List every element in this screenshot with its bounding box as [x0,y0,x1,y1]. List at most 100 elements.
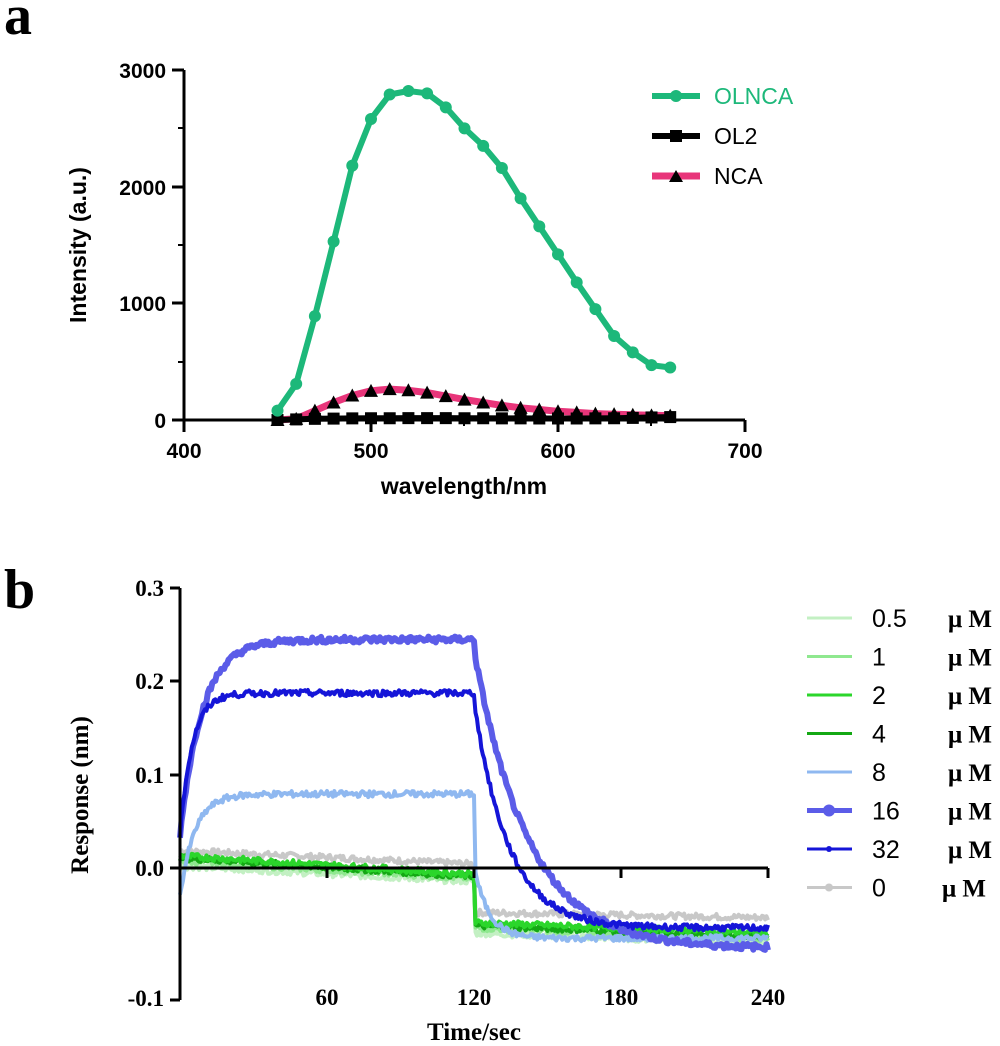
circle-marker-icon [825,883,833,892]
circle-marker-icon [670,90,682,102]
a-data-point [664,411,677,424]
b-legend: 0.5 μ M 1 μ M 2 μ M 4 μ M 8 μ M 16 μ M 32 μ M 0 μ M [807,605,992,903]
a-data-point [608,412,621,425]
a-y-ticks: 3000 2000 1000 0 [119,60,184,433]
a-data-point [532,402,547,416]
a-data-point [290,377,303,390]
b-legend-item-4: 4 μ M [807,721,992,749]
a-data-point [365,412,377,425]
a-data-point [439,101,452,114]
a-data-point [552,412,564,425]
a-y-tick-label: 0 [154,410,166,433]
a-data-point [271,414,284,426]
a-data-point [402,85,415,97]
a-legend-label: OL2 [714,123,757,149]
a-data-point [513,400,528,414]
b-series-16 [177,633,771,953]
a-data-point [308,412,321,425]
a-data-point [457,392,472,406]
b-legend-unit: μ M [948,722,992,749]
b-y-tick-label: 0.0 [135,856,164,881]
a-data-point [645,411,658,424]
b-x-axis-label: Time/sec [427,1019,521,1046]
a-series-ol2 [271,411,677,426]
b-legend-unit: μ M [948,683,992,710]
b-legend-item-16: 16 μ M [807,798,992,826]
triangle-marker-icon [669,170,683,182]
a-data-point [533,220,546,233]
b-legend-unit: μ M [942,876,986,903]
b-legend-item-32: 32 μ M [807,836,992,864]
a-data-point [458,412,471,425]
panel-a-letter: a [4,0,32,47]
a-data-point [383,88,396,101]
a-data-point [438,389,453,403]
b-legend-item-1: 1 μ M [807,644,992,672]
b-y-tick-label: 0.1 [135,763,164,788]
a-data-point [645,359,658,372]
a-y-tick-label: 1000 [119,293,166,316]
a-data-point [495,162,508,174]
b-legend-label: 4 [872,721,886,749]
a-data-point [308,310,321,323]
b-legend-label: 32 [872,836,900,864]
a-data-point [290,413,303,426]
circle-marker-icon [826,846,832,852]
b-y-tick-label: 0.3 [135,576,164,601]
b-legend-item-0: 0 μ M [807,875,986,903]
a-legend: OLNCA OL2 NCA [652,83,794,189]
a-series-line [277,385,671,424]
b-series-8 [178,789,770,944]
a-data-point [570,276,583,289]
b-legend-label: 8 [872,759,886,787]
a-data-point [552,248,564,261]
a-data-point [458,122,471,135]
a-x-tick-label: 500 [353,440,388,463]
a-data-point [326,395,341,409]
a-y-axis-label: Intensity (a.u.) [65,167,91,323]
a-series-olnca [271,85,677,417]
b-x-ticks: 60 120 180 240 [316,868,785,1010]
b-series-group [177,633,771,953]
a-legend-label: OLNCA [714,83,794,109]
b-legend-unit: μ M [948,760,992,787]
a-data-point [514,412,527,425]
a-x-tick-label: 400 [166,440,201,463]
a-data-point [364,383,378,397]
a-data-point [589,303,602,316]
b-series-32 [178,688,770,933]
a-data-point [608,330,621,342]
a-data-point [476,395,491,409]
b-legend-item-8: 8 μ M [807,759,992,787]
a-data-point [664,361,677,374]
a-data-point [346,412,359,425]
a-data-point [439,412,452,425]
a-x-ticks: 400 500 600 700 [166,420,763,463]
b-legend-unit: μ M [948,799,992,826]
a-series-line [275,88,671,413]
b-legend-item-0-5: 0.5 μ M [807,605,992,633]
a-data-point [495,412,508,425]
b-legend-unit: μ M [948,606,992,633]
a-data-point [345,388,360,402]
a-data-point [383,412,396,425]
a-data-point [402,412,415,425]
a-data-point [494,398,509,412]
a-x-tick-label: 600 [540,440,575,463]
a-legend-item-nca: NCA [652,163,763,189]
a-y-tick-label: 3000 [119,60,166,83]
panel-b-chart: 0.3 0.2 0.1 0.0 -0.1 60 120 180 240 Time… [67,576,992,1046]
b-legend-item-2: 2 μ M [807,682,992,710]
a-data-point [327,235,340,248]
a-data-point [327,412,340,425]
a-data-point [421,87,434,100]
a-data-point [589,412,602,425]
b-x-tick-label: 120 [457,985,492,1010]
a-y-tick-label: 2000 [119,177,166,200]
a-data-point [477,412,490,425]
b-y-tick-label: 0.2 [135,669,164,694]
circle-marker-icon [823,804,835,817]
a-data-point [421,412,434,425]
b-legend-label: 0 [872,875,886,903]
b-series-line [178,688,770,933]
